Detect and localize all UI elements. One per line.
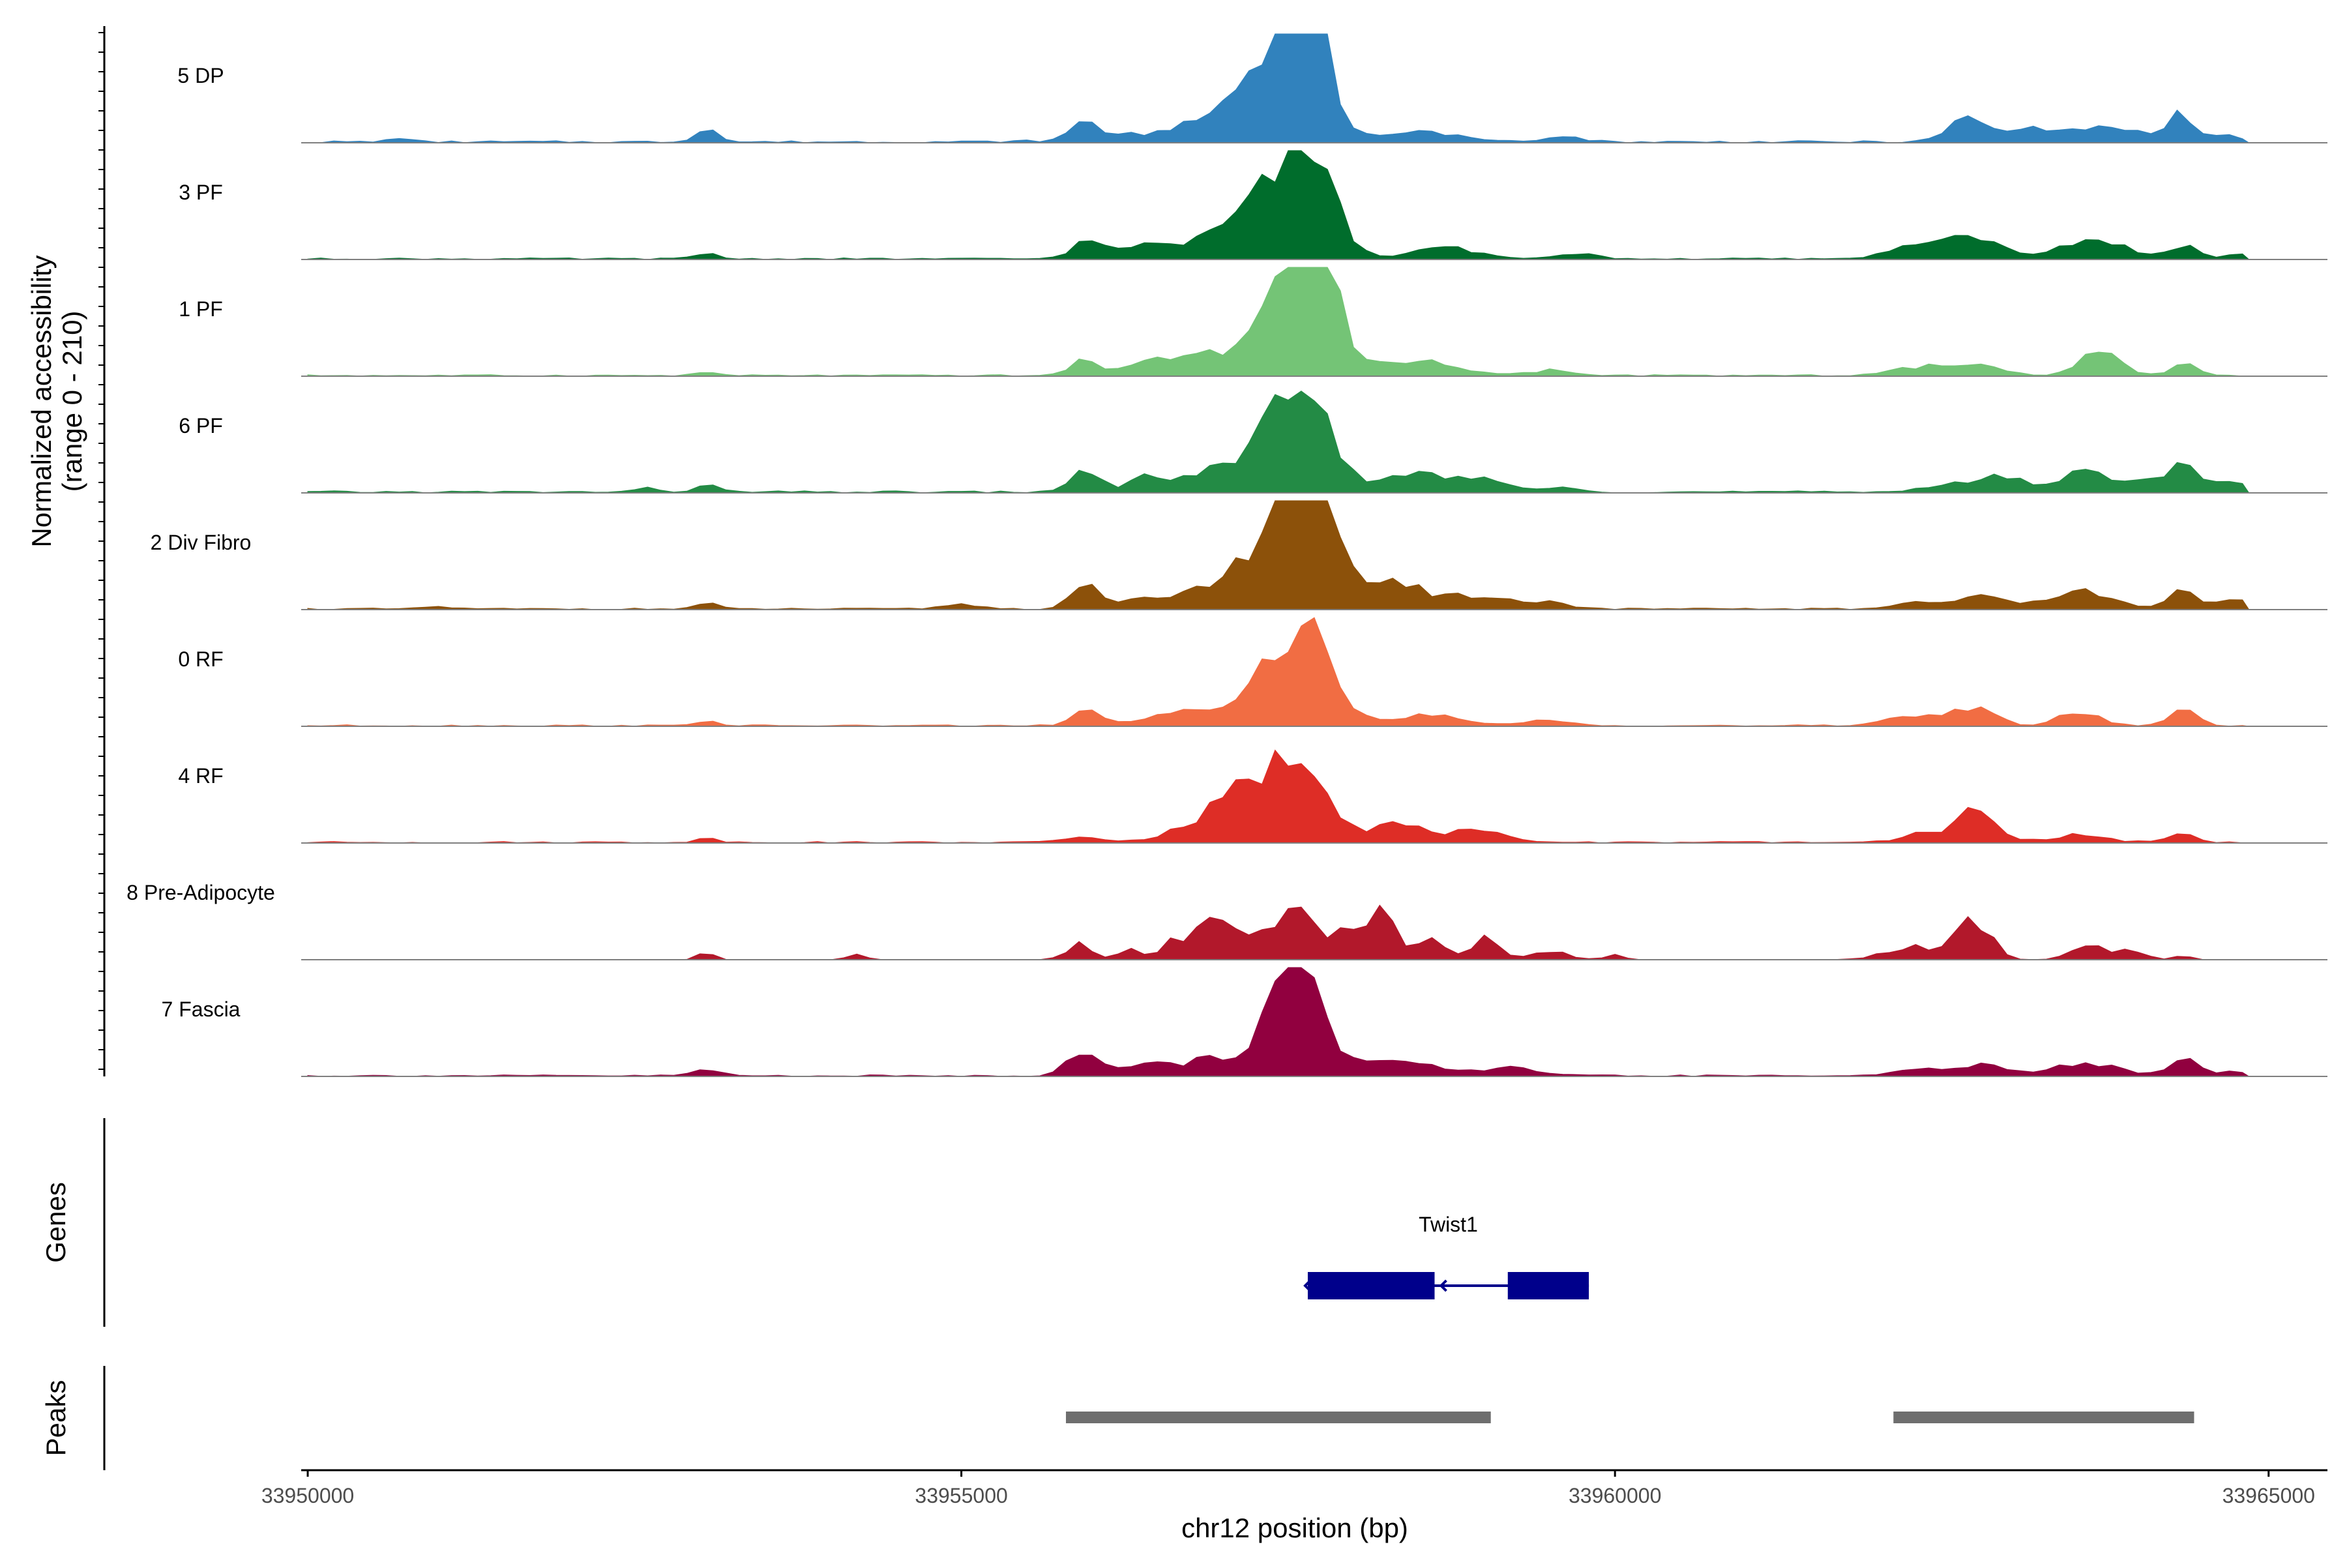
coverage-track-8-pre-adipocyte: 8 Pre-Adipocyte xyxy=(126,881,2327,960)
track-label: 2 Div Fibro xyxy=(151,531,252,554)
coverage-area xyxy=(307,267,2249,377)
gene-exon xyxy=(1307,1272,1435,1299)
coverage-area xyxy=(307,617,2249,727)
coverage-track-6-pf: 6 PF xyxy=(179,391,2327,494)
peaks-panel xyxy=(103,1366,2194,1470)
coverage-track-0-rf: 0 RF xyxy=(178,617,2327,727)
coverage-track-2-div-fibro: 2 Div Fibro xyxy=(151,500,2327,610)
coverage-area xyxy=(308,904,2249,960)
x-tick-label: 33950000 xyxy=(261,1484,354,1507)
coverage-track-3-pf: 3 PF xyxy=(179,150,2327,260)
coverage-track-1-pf: 1 PF xyxy=(179,267,2327,377)
coverage-panel: 5 DP 3 PF 1 PF 6 PF 2 Div Fibro 0 RF 4 RF 8 Pre… xyxy=(98,26,2327,1077)
x-axis: 33950000 33955000 33960000 33965000 xyxy=(261,1469,2327,1507)
coverage-track-5-dp: 5 DP xyxy=(177,33,2327,143)
gene-twist1: Twist1 xyxy=(1303,1213,1589,1299)
x-tick-label: 33965000 xyxy=(2222,1484,2315,1507)
track-label: 5 DP xyxy=(177,64,224,87)
y-axis-range: (range 0 - 210) xyxy=(57,311,87,492)
track-label: 8 Pre-Adipocyte xyxy=(126,881,275,904)
track-label: 0 RF xyxy=(178,647,223,671)
x-axis-title: chr12 position (bp) xyxy=(1181,1513,1408,1543)
coverage-area xyxy=(307,391,2250,494)
track-label: 7 Fascia xyxy=(162,998,241,1021)
coverage-track-4-rf: 4 RF xyxy=(178,749,2327,844)
strand-arrow-icon xyxy=(1303,1279,1312,1292)
track-label: 6 PF xyxy=(179,414,223,437)
gene-exon xyxy=(1507,1272,1589,1299)
x-tick-label: 33955000 xyxy=(915,1484,1007,1507)
coverage-area xyxy=(307,33,2251,143)
strand-arrow-icon xyxy=(1439,1279,1447,1292)
x-tick-label: 33960000 xyxy=(1569,1484,1661,1507)
gene-label: Twist1 xyxy=(1419,1213,1478,1236)
genes-axis-title: Genes xyxy=(40,1182,71,1263)
track-label: 1 PF xyxy=(179,297,223,321)
peak-region xyxy=(1893,1412,2194,1423)
coverage-area xyxy=(307,749,2249,844)
coverage-area xyxy=(307,967,2251,1077)
coverage-area xyxy=(307,150,2251,260)
peak-region xyxy=(1066,1412,1491,1423)
peaks-axis-title: Peaks xyxy=(40,1380,71,1457)
track-label: 3 PF xyxy=(179,181,223,204)
genes-panel: Twist1 xyxy=(103,1118,1589,1327)
track-label: 4 RF xyxy=(178,764,223,788)
y-axis-title: Normalized accessibility xyxy=(26,255,57,547)
coverage-track-7-fascia: 7 Fascia xyxy=(162,967,2327,1077)
coverage-area xyxy=(307,500,2250,610)
